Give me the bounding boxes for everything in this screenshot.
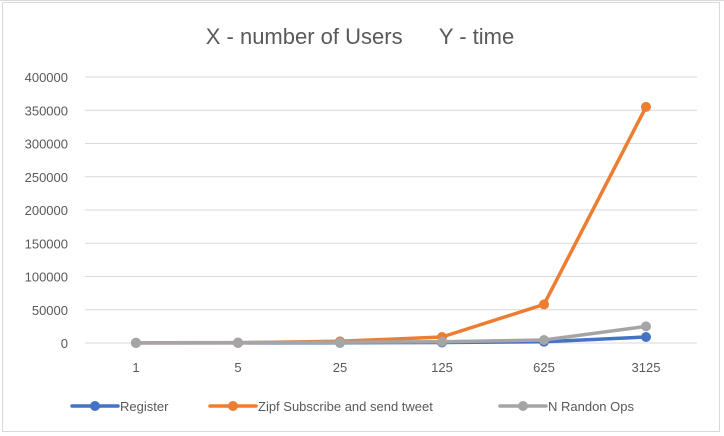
series-line: [134, 324, 648, 345]
y-tick-label: 100000: [25, 270, 68, 285]
legend-label: Zipf Subscribe and send tweet: [258, 399, 433, 414]
data-point: [539, 335, 549, 346]
gridlines: [85, 76, 697, 344]
y-tick-label: 200000: [25, 203, 68, 218]
legend-label: N Randon Ops: [548, 399, 634, 414]
legend-label: Register: [120, 399, 169, 414]
sheet-gridline: [0, 0, 724, 1]
series-2: [131, 321, 651, 348]
y-tick-label: 50000: [32, 303, 68, 318]
x-tick-label: 5: [234, 360, 241, 375]
y-axis-tick-labels: 0 50000 100000 150000 200000 250000 300000 3500…: [25, 70, 68, 351]
series-1: [131, 101, 651, 348]
y-tick-label: 350000: [25, 103, 68, 118]
data-point: [641, 332, 651, 343]
legend-marker: [518, 401, 528, 411]
x-tick-label: 1: [132, 360, 139, 375]
data-point: [437, 336, 447, 347]
series-lines: [131, 101, 651, 348]
chart-title: X - number of Users Y - time: [206, 24, 515, 49]
x-tick-label: 625: [533, 360, 555, 375]
data-point: [335, 337, 345, 348]
y-tick-label: 0: [61, 336, 68, 351]
x-axis-tick-labels: 1 5 25 125 625 3125: [132, 360, 660, 375]
data-point: [641, 101, 651, 112]
legend: Register Zipf Subscribe and send tweet N R…: [70, 399, 634, 414]
chart-area[interactable]: [2, 2, 720, 432]
y-tick-label: 250000: [25, 170, 68, 185]
legend-item: Register: [70, 399, 169, 414]
legend-marker: [228, 401, 238, 411]
legend-item: N Randon Ops: [498, 399, 634, 414]
y-tick-label: 400000: [25, 70, 68, 85]
x-tick-label: 3125: [632, 360, 661, 375]
data-point: [233, 337, 243, 348]
data-point: [131, 337, 141, 348]
series-line: [134, 105, 648, 345]
x-tick-label: 25: [333, 360, 347, 375]
y-tick-label: 150000: [25, 236, 68, 251]
legend-item: Zipf Subscribe and send tweet: [208, 399, 433, 414]
data-point: [641, 321, 651, 332]
data-point: [539, 299, 549, 310]
x-tick-label: 125: [431, 360, 453, 375]
legend-marker: [90, 401, 100, 411]
y-tick-label: 300000: [25, 137, 68, 152]
